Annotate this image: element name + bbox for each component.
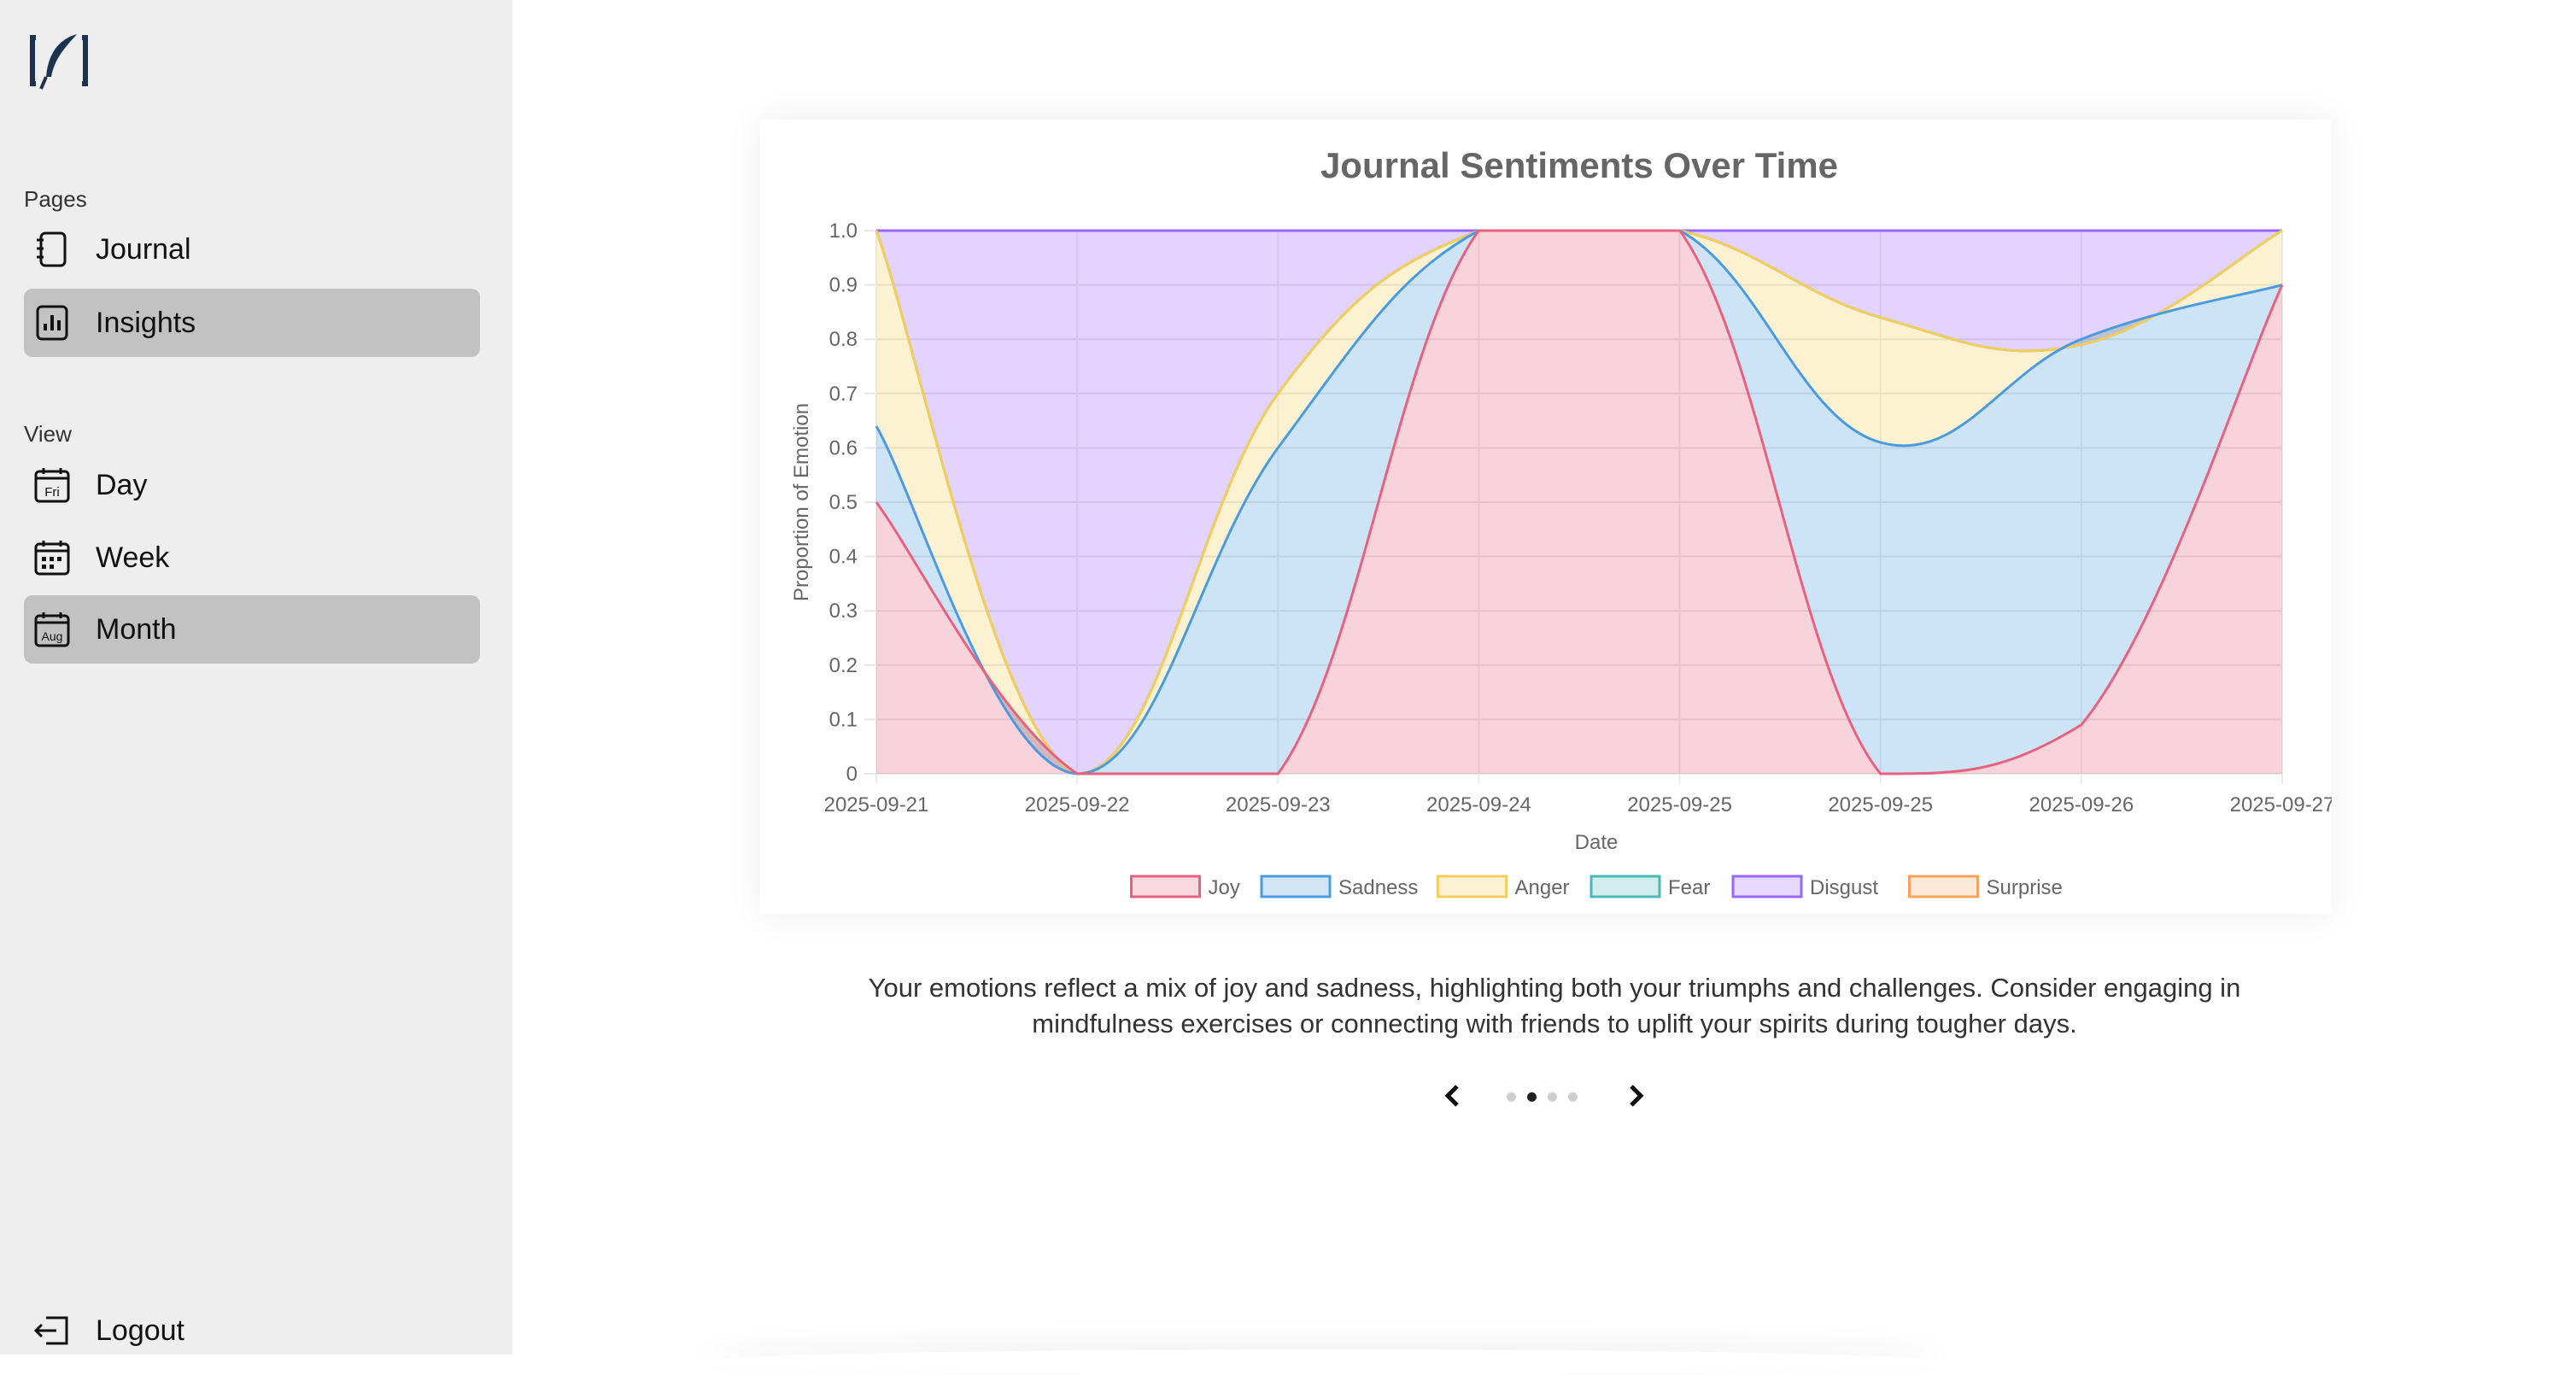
y-tick-label: 0.9: [829, 274, 858, 297]
chart-title: Journal Sentiments Over Time: [1320, 145, 1838, 185]
legend-label-surprise: Surprise: [1987, 876, 2063, 899]
nav-label-day: Day: [96, 468, 148, 501]
legend-label-anger: Anger: [1515, 876, 1570, 899]
chevron-left-icon[interactable]: [1435, 1074, 1469, 1117]
y-tick-label: 0.3: [829, 600, 858, 623]
nav-label-journal: Journal: [96, 232, 191, 266]
legend-swatch-joy: [1130, 875, 1201, 898]
y-tick-label: 0.4: [829, 546, 858, 569]
y-tick-label: 0: [846, 763, 858, 786]
legend-swatch-fear: [1590, 875, 1661, 898]
sentiment-area-chart: Journal Sentiments Over Time 0 0.1 0.2 0.3 0.…: [790, 145, 2332, 899]
pager-dot-4[interactable]: [1568, 1092, 1578, 1102]
sentiment-chart-card: Journal Sentiments Over Time 0 0.1 0.2 0.3 0.…: [760, 120, 2332, 914]
legend-label-fear: Fear: [1668, 876, 1710, 899]
legend-swatch-anger: [1437, 875, 1508, 898]
nav-label-week: Week: [96, 541, 170, 574]
x-tick-label: 2025-09-25: [1627, 793, 1732, 816]
calendar-week-icon: [32, 538, 72, 577]
area-anger: [876, 231, 2282, 774]
nav-item-insights[interactable]: Insights: [24, 289, 480, 357]
x-tick-label: 2025-09-27: [2230, 793, 2332, 816]
svg-text:Fri: Fri: [44, 485, 60, 500]
legend-label-disgust: Disgust: [1810, 876, 1878, 899]
pager-dot-3[interactable]: [1548, 1092, 1557, 1102]
nav-item-week[interactable]: Week: [24, 524, 480, 592]
insight-pager: [1435, 1074, 1691, 1117]
nav-label-month: Month: [96, 612, 177, 646]
y-tick-label: 0.2: [829, 654, 858, 677]
logout-button[interactable]: Logout: [24, 1296, 480, 1365]
x-axis-label: Date: [1575, 831, 1619, 854]
line-joy: [875, 229, 2284, 775]
sidebar: Pages Journal Insights View: [0, 0, 512, 1355]
insight-summary-text: Your emotions reflect a mix of joy and s…: [868, 973, 2241, 1039]
notebook-icon: [32, 230, 72, 269]
legend-swatch-disgust: [1731, 875, 1803, 898]
area-joy: [876, 231, 2282, 774]
nav-label-insights: Insights: [96, 306, 196, 339]
pager-dot-2[interactable]: [1527, 1092, 1537, 1102]
legend-swatch-sadness: [1260, 875, 1332, 898]
calendar-month-icon: Aug: [32, 610, 72, 649]
legend-swatch-surprise: [1908, 875, 1979, 898]
nav-item-day[interactable]: Fri Day: [24, 451, 480, 519]
pages-section-label: Pages: [24, 186, 87, 212]
x-tick-label: 2025-09-22: [1025, 793, 1130, 816]
y-tick-label: 0.8: [829, 328, 858, 351]
x-tick-label: 2025-09-26: [2029, 793, 2134, 816]
next-card-edge: [700, 1349, 1947, 1375]
y-tick-label: 0.1: [829, 708, 858, 731]
logout-label: Logout: [96, 1314, 184, 1347]
svg-text:Aug: Aug: [42, 629, 63, 643]
y-tick-label: 0.6: [829, 436, 858, 459]
y-tick-label: 0.7: [829, 383, 858, 406]
y-tick-label: 0.5: [829, 491, 858, 514]
area-disgust: [876, 231, 2282, 774]
y-axis-label: Proportion of Emotion: [790, 403, 813, 601]
x-tick-label: 2025-09-25: [1828, 793, 1933, 816]
legend-label-joy: Joy: [1209, 876, 1240, 899]
view-section-label: View: [24, 421, 72, 447]
nav-item-journal[interactable]: Journal: [24, 215, 480, 284]
legend-label-sadness: Sadness: [1338, 876, 1418, 899]
x-tick-label: 2025-09-23: [1226, 793, 1331, 816]
x-tick-label: 2025-09-24: [1426, 793, 1531, 816]
nav-item-month[interactable]: Aug Month: [24, 595, 480, 664]
calendar-day-icon: Fri: [32, 465, 72, 505]
y-tick-label: 1.0: [829, 219, 858, 243]
area-sadness: [876, 231, 2282, 774]
bar-chart-icon: [32, 303, 72, 342]
x-tick-label: 2025-09-21: [824, 793, 929, 816]
logout-icon: [32, 1311, 72, 1350]
quill-logo-icon[interactable]: [29, 29, 89, 92]
pager-dot-1[interactable]: [1507, 1092, 1516, 1102]
chevron-right-icon[interactable]: [1619, 1074, 1654, 1117]
main-content: Journal Sentiments Over Time 0 0.1 0.2 0.3 0.…: [512, 0, 2576, 1355]
